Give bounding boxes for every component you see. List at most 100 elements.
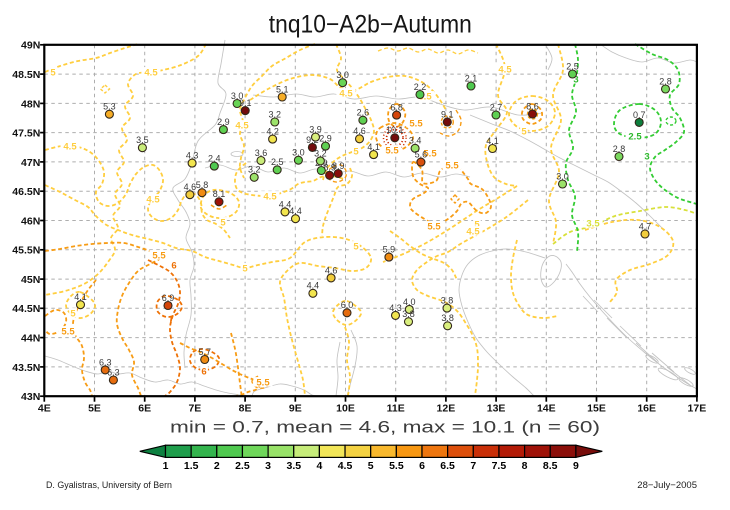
svg-text:9.1: 9.1 — [441, 109, 454, 119]
svg-text:4.5: 4.5 — [235, 120, 249, 131]
svg-text:49N: 49N — [21, 40, 40, 52]
svg-text:4: 4 — [316, 460, 322, 472]
svg-text:5: 5 — [521, 126, 527, 137]
svg-text:5.1: 5.1 — [276, 84, 289, 94]
svg-text:4.6: 4.6 — [353, 126, 366, 136]
svg-text:5.5: 5.5 — [409, 118, 423, 129]
svg-text:6: 6 — [171, 260, 176, 271]
svg-text:8.1: 8.1 — [213, 189, 226, 199]
svg-text:1: 1 — [163, 460, 169, 472]
svg-text:5.7: 5.7 — [198, 347, 211, 357]
svg-text:6.8: 6.8 — [390, 103, 403, 113]
svg-text:5.5: 5.5 — [61, 326, 75, 337]
svg-text:9: 9 — [573, 460, 579, 472]
svg-text:4.0: 4.0 — [403, 297, 416, 307]
svg-text:3.0: 3.0 — [231, 91, 244, 101]
svg-text:5.5: 5.5 — [389, 460, 404, 472]
svg-text:43N: 43N — [21, 391, 40, 403]
svg-text:7: 7 — [470, 460, 476, 472]
svg-text:6: 6 — [419, 460, 425, 472]
svg-text:3.5: 3.5 — [136, 135, 149, 145]
svg-text:4.1: 4.1 — [367, 142, 380, 152]
svg-text:43.5N: 43.5N — [12, 362, 40, 374]
svg-text:3.8: 3.8 — [441, 296, 454, 306]
svg-text:3: 3 — [265, 460, 271, 472]
svg-text:12E: 12E — [437, 403, 456, 415]
svg-text:5.8: 5.8 — [196, 180, 209, 190]
svg-text:5.3: 5.3 — [103, 102, 116, 112]
svg-text:2.9: 2.9 — [217, 117, 230, 127]
svg-text:5: 5 — [220, 217, 226, 228]
svg-text:9.1: 9.1 — [239, 98, 252, 108]
svg-text:16E: 16E — [637, 403, 656, 415]
svg-text:6.3: 6.3 — [107, 367, 120, 377]
svg-text:4.1: 4.1 — [74, 292, 87, 302]
svg-text:4.7: 4.7 — [639, 221, 652, 231]
svg-text:5.5: 5.5 — [423, 148, 437, 159]
svg-text:8.5: 8.5 — [543, 460, 558, 472]
svg-text:6: 6 — [201, 366, 206, 377]
svg-text:2.5: 2.5 — [628, 131, 642, 142]
svg-text:5.9: 5.9 — [383, 245, 396, 255]
svg-text:5: 5 — [70, 308, 76, 319]
svg-text:7E: 7E — [188, 403, 201, 415]
svg-text:5: 5 — [474, 219, 480, 230]
svg-text:6.0: 6.0 — [341, 300, 354, 310]
svg-text:tnq10−A2b−Autumn: tnq10−A2b−Autumn — [269, 11, 472, 39]
svg-text:4.4: 4.4 — [307, 281, 320, 291]
svg-text:5.5: 5.5 — [427, 221, 441, 232]
svg-text:17E: 17E — [688, 403, 707, 415]
svg-text:2.8: 2.8 — [613, 144, 626, 154]
svg-text:4.5: 4.5 — [144, 67, 158, 78]
svg-text:6E: 6E — [138, 403, 151, 415]
svg-text:45.5N: 45.5N — [12, 245, 40, 257]
svg-text:3.0: 3.0 — [556, 171, 569, 181]
svg-text:5: 5 — [353, 241, 359, 252]
svg-text:44.5N: 44.5N — [12, 303, 40, 315]
svg-text:2.1: 2.1 — [465, 73, 478, 83]
svg-text:3.5: 3.5 — [586, 218, 600, 229]
svg-text:8E: 8E — [239, 403, 252, 415]
svg-text:47.5N: 47.5N — [12, 128, 40, 140]
svg-text:4.5: 4.5 — [146, 194, 160, 205]
svg-text:2.7: 2.7 — [490, 102, 503, 112]
svg-text:28−July−2005: 28−July−2005 — [637, 480, 697, 491]
svg-text:45N: 45N — [21, 274, 40, 286]
svg-text:48N: 48N — [21, 98, 40, 110]
svg-text:3: 3 — [644, 151, 649, 162]
svg-text:3.8: 3.8 — [441, 313, 454, 323]
svg-text:10E: 10E — [336, 403, 355, 415]
svg-text:5.5: 5.5 — [418, 91, 432, 102]
svg-text:44N: 44N — [21, 333, 40, 345]
svg-text:11E: 11E — [387, 403, 405, 415]
svg-text:8.9: 8.9 — [332, 161, 345, 171]
svg-text:5: 5 — [242, 263, 248, 274]
svg-text:2.4: 2.4 — [208, 154, 221, 164]
svg-text:3.6: 3.6 — [255, 148, 268, 158]
svg-text:4.5: 4.5 — [466, 226, 480, 237]
svg-text:3.4: 3.4 — [409, 136, 422, 146]
svg-text:5.5: 5.5 — [385, 145, 399, 156]
svg-text:5: 5 — [50, 67, 56, 78]
svg-text:4E: 4E — [38, 403, 51, 415]
svg-text:1.5: 1.5 — [184, 460, 199, 472]
svg-text:6.5: 6.5 — [440, 460, 455, 472]
svg-text:4.4: 4.4 — [279, 199, 292, 209]
svg-text:3.8: 3.8 — [402, 309, 415, 319]
svg-text:2.8: 2.8 — [659, 76, 672, 86]
svg-text:min = 0.7, mean = 4.6, max = 1: min = 0.7, mean = 4.6, max = 10.1 (n = 6… — [170, 419, 600, 437]
svg-text:8: 8 — [522, 460, 528, 472]
svg-text:5E: 5E — [88, 403, 101, 415]
svg-text:0.7: 0.7 — [633, 110, 646, 120]
svg-text:4.3: 4.3 — [389, 303, 402, 313]
svg-text:7.5: 7.5 — [492, 460, 507, 472]
svg-text:3.2: 3.2 — [314, 148, 327, 158]
svg-text:2.9: 2.9 — [319, 134, 332, 144]
svg-text:2.5: 2.5 — [235, 460, 250, 472]
svg-text:4.3: 4.3 — [186, 151, 199, 161]
svg-text:3.5: 3.5 — [286, 460, 301, 472]
svg-text:6.3: 6.3 — [99, 357, 112, 367]
svg-text:3.2: 3.2 — [248, 165, 261, 175]
svg-text:48.5N: 48.5N — [12, 69, 40, 81]
svg-text:2.5: 2.5 — [271, 157, 284, 167]
